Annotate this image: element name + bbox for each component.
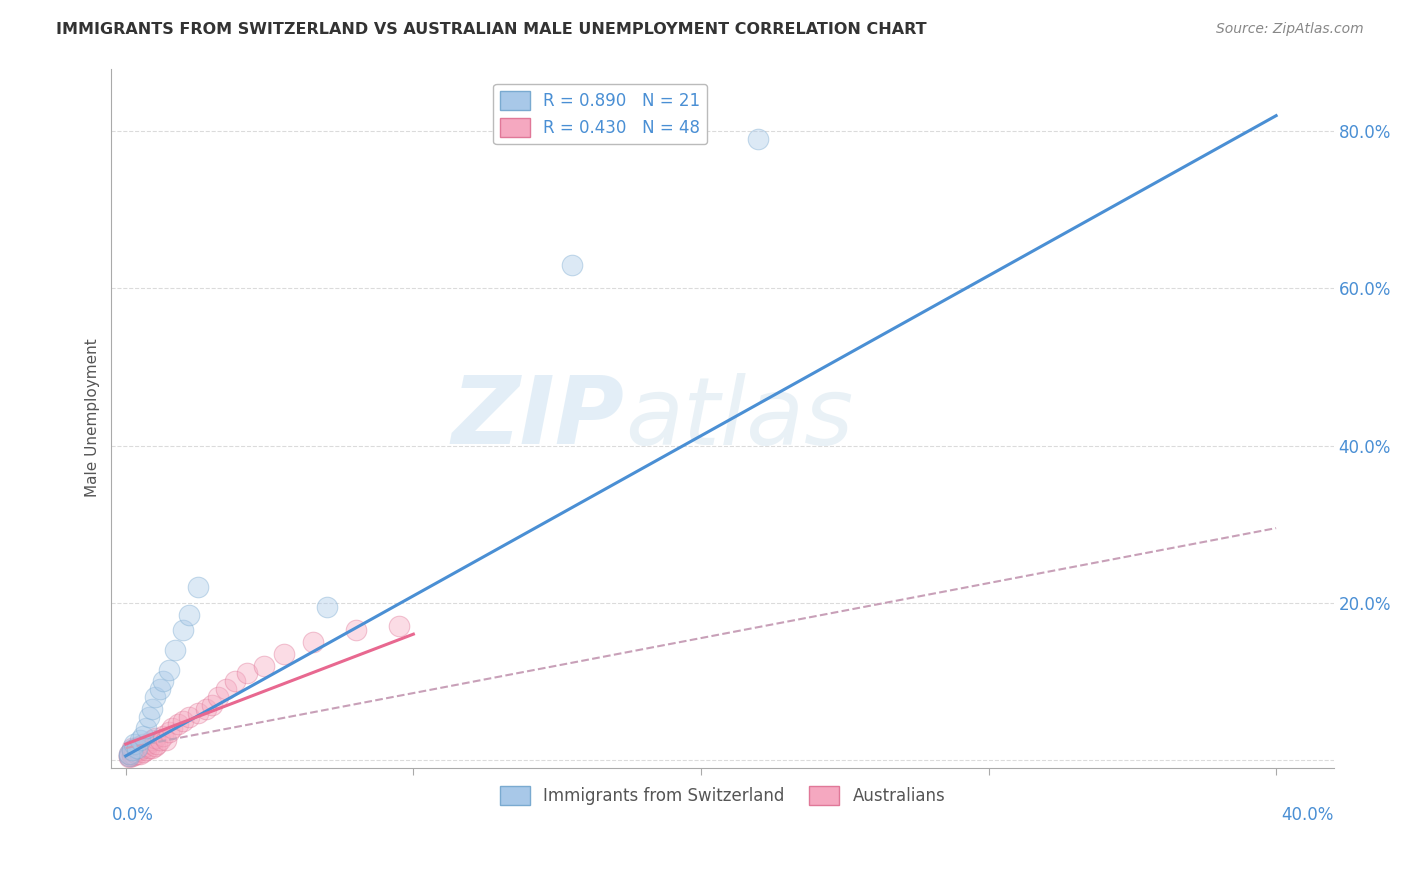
Text: Source: ZipAtlas.com: Source: ZipAtlas.com [1216,22,1364,37]
Point [224,674,246,689]
Point [157,663,180,677]
Point [157,725,180,739]
Text: atlas: atlas [624,373,853,464]
Point [187,580,209,594]
Point [129,743,152,757]
Point [121,741,143,756]
Point [127,743,149,757]
Point [138,741,160,756]
Point [124,748,146,763]
Point [121,747,143,761]
Point [127,741,149,756]
Point [561,258,583,272]
Point [143,739,166,753]
Point [132,737,155,751]
Point [187,706,209,720]
Point [135,722,157,736]
Point [215,682,238,697]
Point [141,733,163,747]
Point [132,745,155,759]
Point [166,717,188,731]
Point [301,635,323,649]
Point [172,624,194,638]
Point [124,742,146,756]
Point [141,741,163,756]
Text: IMMIGRANTS FROM SWITZERLAND VS AUSTRALIAN MALE UNEMPLOYMENT CORRELATION CHART: IMMIGRANTS FROM SWITZERLAND VS AUSTRALIA… [56,22,927,37]
Point [235,666,257,681]
Point [118,747,141,761]
Point [118,750,141,764]
Point [127,740,149,755]
Text: 40.0%: 40.0% [1281,806,1334,824]
Point [124,737,146,751]
Point [118,748,141,763]
Point [155,733,177,747]
Point [135,743,157,757]
Point [118,747,141,761]
Point [118,748,141,763]
Point [177,709,200,723]
Point [388,619,411,633]
Point [127,747,149,761]
Point [143,731,166,745]
Text: 0.0%: 0.0% [111,806,153,824]
Point [121,743,143,757]
Point [141,702,163,716]
Point [152,674,174,689]
Point [201,698,224,712]
Point [177,607,200,622]
Point [146,737,169,751]
Point [253,658,276,673]
Point [207,690,229,704]
Point [124,745,146,759]
Point [132,729,155,743]
Point [172,714,194,728]
Point [344,624,367,638]
Point [129,739,152,753]
Point [121,743,143,757]
Point [138,709,160,723]
Point [135,739,157,753]
Legend: Immigrants from Switzerland, Australians: Immigrants from Switzerland, Australians [494,780,952,812]
Point [747,132,769,146]
Point [149,733,172,747]
Point [152,729,174,743]
Point [149,682,172,697]
Point [121,748,143,763]
Point [143,690,166,704]
Text: ZIP: ZIP [451,372,624,464]
Point [138,735,160,749]
Point [273,647,295,661]
Point [195,702,218,716]
Point [163,643,186,657]
Point [132,741,155,756]
Point [316,599,339,614]
Point [129,733,152,747]
Y-axis label: Male Unemployment: Male Unemployment [86,339,100,498]
Point [129,747,152,761]
Point [160,722,183,736]
